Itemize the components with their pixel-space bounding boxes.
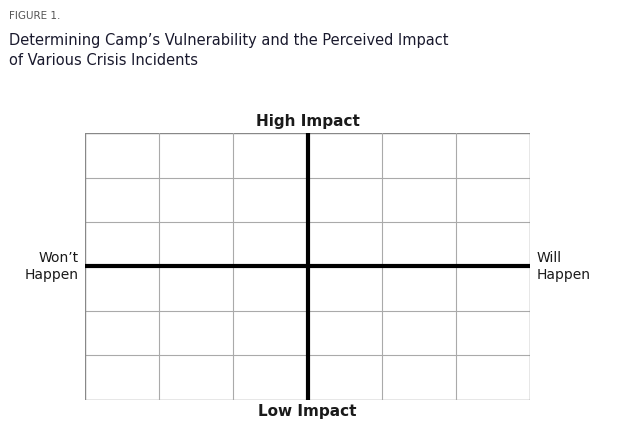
Text: Won’t
Happen: Won’t Happen bbox=[25, 251, 79, 282]
Text: Determining Camp’s Vulnerability and the Perceived Impact
of Various Crisis Inci: Determining Camp’s Vulnerability and the… bbox=[9, 33, 449, 68]
Text: FIGURE 1.: FIGURE 1. bbox=[9, 11, 61, 21]
Text: Low Impact: Low Impact bbox=[258, 404, 357, 419]
Text: High Impact: High Impact bbox=[256, 114, 359, 129]
Text: Will
Happen: Will Happen bbox=[536, 251, 590, 282]
